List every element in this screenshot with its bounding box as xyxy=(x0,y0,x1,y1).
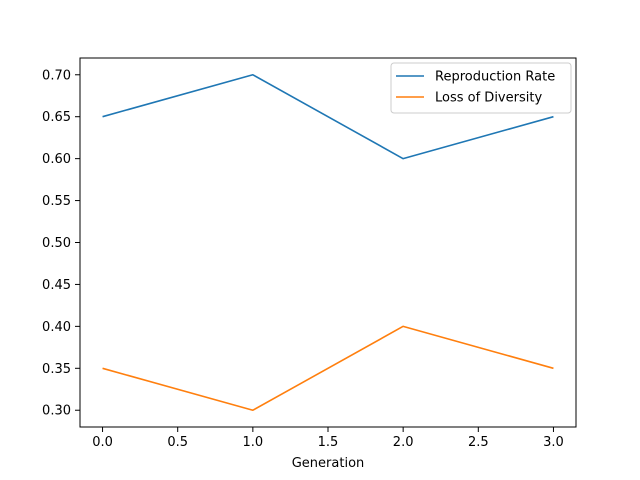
y-tick-label: 0.50 xyxy=(42,236,71,251)
y-tick-label: 0.55 xyxy=(42,194,71,209)
y-tick-label: 0.60 xyxy=(42,152,71,167)
x-tick-label: 0.5 xyxy=(167,435,188,450)
y-tick-label: 0.65 xyxy=(42,110,71,125)
y-tick-label: 0.70 xyxy=(42,68,71,83)
x-tick-label: 2.5 xyxy=(468,435,489,450)
x-tick-label: 0.0 xyxy=(92,435,113,450)
x-tick-label: 3.0 xyxy=(543,435,564,450)
legend-box xyxy=(390,62,572,114)
series-line-reproduction-rate xyxy=(102,73,554,160)
series-line-loss-of-diversity xyxy=(102,325,554,412)
y-tick-label: 0.35 xyxy=(42,362,71,377)
y-tick-label: 0.30 xyxy=(42,404,71,419)
series-group xyxy=(102,73,554,412)
legend-label: Loss of Diversity xyxy=(435,91,542,106)
legend-label: Reproduction Rate xyxy=(435,70,555,85)
x-tick-label: 1.5 xyxy=(318,435,339,450)
y-axis: 0.30 0.35 0.40 0.45 0.50 0.55 0.60 0.65 0.70 xyxy=(42,68,80,419)
x-tick-label: 1.0 xyxy=(243,435,264,450)
x-axis-label: Generation xyxy=(292,456,365,471)
x-axis: 0.0 0.5 1.0 1.5 2.0 2.5 3.0 xyxy=(92,427,564,450)
legend: Reproduction Rate Loss of Diversity xyxy=(390,62,572,114)
y-tick-label: 0.40 xyxy=(42,320,71,335)
y-tick-label: 0.45 xyxy=(42,278,71,293)
x-tick-label: 2.0 xyxy=(393,435,414,450)
